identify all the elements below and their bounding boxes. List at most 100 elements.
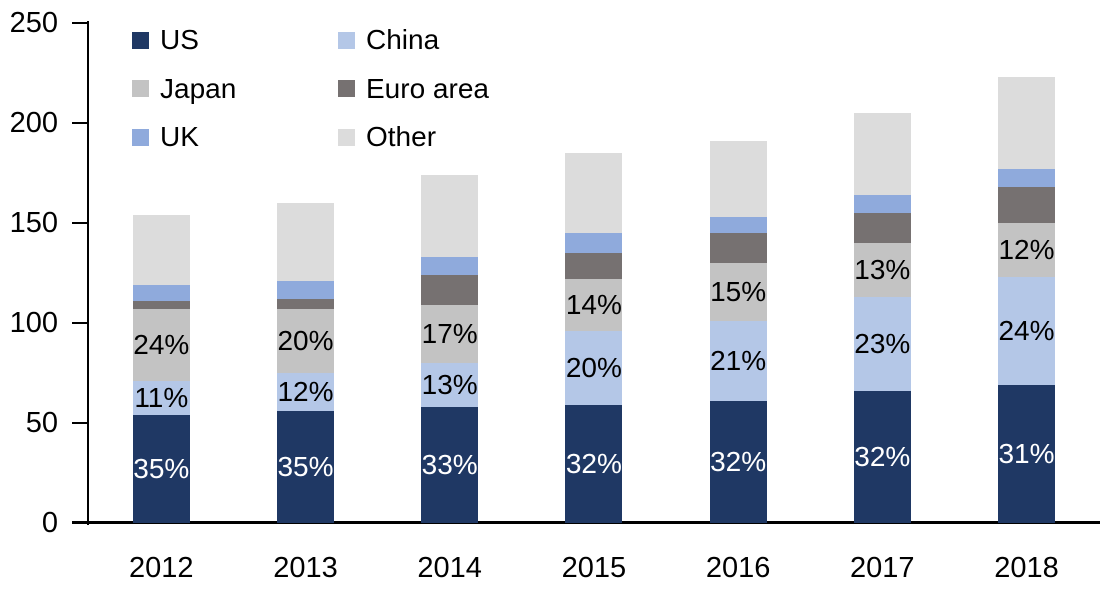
segment-other: [565, 153, 623, 233]
segment-us: [853, 391, 911, 523]
segment-other: [998, 77, 1055, 169]
legend-item-uk: UK: [132, 121, 338, 153]
segment-label-us: 32%: [565, 448, 622, 479]
y-tick-label: 100: [9, 307, 58, 339]
segment-japan: [853, 243, 911, 297]
segment-label-china: 20%: [565, 352, 622, 383]
segment-japan: [709, 263, 767, 321]
segment-japan: [132, 309, 190, 381]
legend-label-other: Other: [366, 121, 437, 153]
segment-label-us: 31%: [998, 438, 1055, 469]
segment-china: [132, 381, 190, 415]
legend-item-us: US: [132, 24, 338, 56]
segment-uk: [853, 195, 911, 213]
segment-label-japan: 17%: [421, 318, 478, 349]
legend-swatch-uk: [132, 128, 149, 146]
segment-label-china: 11%: [134, 382, 189, 413]
segment-uk: [277, 281, 334, 299]
x-tick-label-2016: 2016: [705, 552, 771, 584]
segment-us: [709, 401, 767, 523]
segment-euro-area: [132, 301, 190, 309]
y-tick-label: 50: [25, 407, 58, 439]
segment-label-china: 21%: [710, 345, 767, 376]
segment-label-china: 12%: [277, 376, 334, 407]
legend-item-euro-area: Euro area: [338, 73, 489, 105]
segment-uk: [132, 285, 190, 301]
legend-swatch-china: [338, 31, 355, 49]
y-tick: [72, 522, 89, 524]
segment-china: [709, 321, 767, 401]
y-tick-label: 250: [9, 7, 58, 39]
segment-label-us: 33%: [421, 449, 478, 480]
legend: US China Japan Euro area UK Other: [132, 16, 489, 162]
segment-uk: [421, 257, 479, 275]
y-tick-label: 200: [9, 107, 58, 139]
legend-swatch-us: [132, 31, 149, 49]
y-tick: [72, 122, 89, 124]
legend-label-euro-area: Euro area: [366, 72, 489, 104]
y-tick-label: 0: [41, 507, 58, 539]
segment-uk: [709, 217, 767, 233]
segment-label-japan: 20%: [277, 325, 334, 356]
x-tick-label-2014: 2014: [417, 552, 482, 584]
y-tick: [72, 322, 89, 324]
segment-label-japan: 13%: [854, 254, 911, 285]
segment-label-japan: 24%: [133, 329, 190, 360]
segment-china: [565, 331, 623, 405]
legend-label-japan: Japan: [160, 72, 237, 104]
segment-china: [277, 373, 334, 411]
segment-euro-area: [709, 233, 767, 263]
segment-japan: [421, 305, 479, 363]
x-tick-label-2012: 2012: [129, 552, 194, 584]
segment-label-us: 32%: [710, 446, 767, 477]
segment-euro-area: [565, 253, 623, 279]
segment-other: [709, 141, 767, 217]
segment-china: [853, 297, 911, 391]
segment-euro-area: [998, 187, 1055, 223]
y-tick: [72, 22, 89, 24]
segment-uk: [998, 169, 1055, 187]
legend-item-japan: Japan: [132, 73, 338, 105]
segment-us: [421, 407, 479, 523]
segment-us: [132, 415, 190, 523]
segment-japan: [565, 279, 623, 331]
segment-label-us: 32%: [854, 441, 911, 472]
segment-euro-area: [277, 299, 334, 309]
segment-other: [277, 203, 334, 281]
legend-item-other: Other: [338, 121, 489, 153]
segment-euro-area: [421, 275, 479, 305]
segment-euro-area: [853, 213, 911, 243]
legend-swatch-euro-area: [338, 80, 355, 98]
segment-japan: [998, 223, 1055, 277]
segment-uk: [565, 233, 623, 253]
legend-swatch-other: [338, 128, 355, 146]
y-tick: [72, 422, 89, 424]
legend-swatch-japan: [132, 80, 149, 98]
segment-japan: [277, 309, 334, 373]
legend-label-us: US: [160, 24, 199, 56]
legend-item-china: China: [338, 24, 489, 56]
legend-label-uk: UK: [160, 121, 199, 153]
x-tick-label-2017: 2017: [850, 552, 915, 584]
segment-label-china: 23%: [854, 328, 911, 359]
y-tick: [72, 222, 89, 224]
segment-label-japan: 12%: [998, 234, 1055, 265]
x-tick-label-2013: 2013: [273, 552, 338, 584]
segment-label-china: 24%: [998, 315, 1055, 346]
segment-other: [421, 175, 479, 257]
segment-label-us: 35%: [277, 451, 334, 482]
segment-other: [853, 113, 911, 195]
segment-china: [998, 277, 1055, 385]
segment-china: [421, 363, 479, 407]
y-axis-line: [87, 21, 89, 525]
y-tick-label: 150: [9, 207, 58, 239]
segment-us: [565, 405, 623, 523]
segment-label-china: 13%: [421, 369, 478, 400]
segment-us: [277, 411, 334, 523]
segment-us: [998, 385, 1055, 523]
segment-label-japan: 14%: [565, 289, 622, 320]
segment-label-us: 35%: [133, 453, 190, 484]
x-tick-label-2015: 2015: [561, 552, 627, 584]
segment-other: [132, 215, 190, 285]
